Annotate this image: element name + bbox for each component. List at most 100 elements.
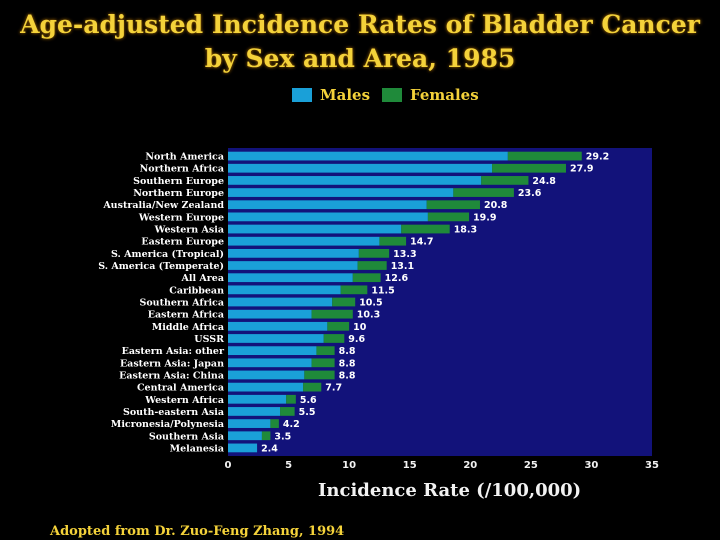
legend-swatch-males [292,88,312,102]
bar-males [228,346,317,356]
category-label: Western Europe [138,212,224,223]
bar-males [228,431,262,441]
bar-females [286,394,296,404]
bar-females [379,236,407,246]
category-label: Melanesia [170,443,224,454]
legend: Males Females [292,86,479,104]
data-label: 20.8 [484,200,508,211]
data-label: 23.6 [518,188,542,199]
bar-males [228,443,258,453]
data-label: 10.3 [357,310,380,321]
bar-females [270,419,279,428]
bar-males [228,321,328,331]
category-label: Caribbean [169,285,224,296]
bar-females [261,431,271,441]
category-label: Northern Africa [140,164,224,175]
bar-males [228,370,305,380]
category-label: Southern Europe [133,176,224,187]
data-label: 8.8 [339,358,356,369]
x-axis-label: Incidence Rate (/100,000) [318,480,582,501]
data-label: 8.8 [339,370,356,381]
bar-females [352,273,381,283]
bar-males [228,151,508,161]
category-label: Eastern Asia: other [122,346,225,357]
bar-females [280,407,295,416]
data-label: 7.7 [325,383,342,394]
x-tick-label: 30 [584,460,598,471]
bar-males [228,309,312,319]
data-label: 5.5 [299,407,316,418]
bar-females [323,334,345,343]
data-label: 12.6 [385,273,409,284]
bar-males [228,261,358,270]
category-label: Eastern Africa [148,310,224,321]
bar-females [426,200,480,210]
category-label: Western Africa [144,395,224,406]
data-label: 10.5 [359,298,382,309]
category-label: South-eastern Asia [123,407,224,418]
x-tick-label: 15 [403,460,417,471]
bar-males [228,212,428,222]
chart-title-line2: by Sex and Area, 1985 [204,44,516,73]
bar-females [453,188,514,197]
legend-swatch-females [382,88,403,102]
bar-females [332,297,356,307]
bar-females [311,358,335,368]
data-label: 13.1 [391,261,414,272]
category-label: Middle Africa [152,322,224,333]
category-label: Western Asia [154,225,224,236]
bar-females [481,176,529,185]
bar-males [228,334,324,343]
category-label: Southern Asia [149,431,224,442]
data-label: 9.6 [348,334,365,345]
x-tick-label: 0 [225,460,232,471]
bar-males [228,407,281,416]
bar-males [228,200,427,210]
data-label: 27.9 [570,164,593,175]
data-label: 11.5 [371,285,394,296]
bar-females [311,309,353,319]
category-label: S. America (Temperate) [98,261,224,272]
bar-females [358,248,390,258]
data-label: 24.8 [532,176,556,187]
data-label: 3.5 [274,431,291,442]
category-label: North America [145,152,224,163]
legend-label-males: Males [320,86,371,104]
bar-females [357,261,387,270]
bar-males [228,297,333,307]
bar-females [401,224,450,234]
bar-females [316,346,335,356]
category-label: Central America [137,383,224,394]
bar-males [228,236,380,246]
x-tick-label: 25 [524,460,538,471]
x-tick-label: 20 [463,460,477,471]
data-label: 8.8 [339,346,356,357]
bar-males [228,394,287,404]
category-label: Micronesia/Polynesia [111,419,224,430]
bar-males [228,163,493,173]
bar-males [228,285,341,295]
bar-males [228,419,271,428]
bar-females [304,370,335,380]
x-tick-label: 35 [645,460,659,471]
category-label: S. America (Tropical) [111,249,224,260]
data-label: 4.2 [283,419,300,430]
bar-males [228,382,304,392]
source-note: Adopted from Dr. Zuo-Feng Zhang, 1994 [50,524,345,539]
legend-label-females: Females [410,86,479,104]
data-label: 19.9 [473,212,496,223]
category-label: Southern Africa [139,298,224,309]
bar-females [427,212,470,222]
data-label: 14.7 [410,237,433,248]
bar-females [327,321,350,331]
bar-males [228,358,312,368]
chart-title-line1: Age-adjusted Incidence Rates of Bladder … [20,10,700,39]
bar-females [340,285,368,295]
x-tick-label: 5 [285,460,292,471]
data-label: 13.3 [393,249,416,260]
bar-females [492,163,566,173]
data-label: 10 [353,322,367,333]
data-label: 5.6 [300,395,317,406]
data-label: 29.2 [586,152,609,163]
